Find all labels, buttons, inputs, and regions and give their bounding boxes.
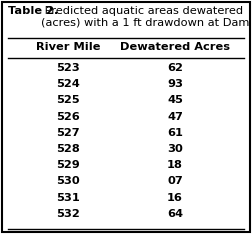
- Text: Dewatered Acres: Dewatered Acres: [120, 42, 230, 52]
- Text: 525: 525: [56, 95, 80, 105]
- Text: 62: 62: [167, 63, 183, 73]
- Text: 47: 47: [167, 112, 183, 122]
- Text: 45: 45: [167, 95, 183, 105]
- Text: Table 2.: Table 2.: [8, 6, 58, 16]
- Text: 523: 523: [56, 63, 80, 73]
- Text: 524: 524: [56, 79, 80, 89]
- Text: 529: 529: [56, 160, 80, 170]
- Text: 18: 18: [167, 160, 183, 170]
- Text: 64: 64: [167, 209, 183, 219]
- Text: 527: 527: [56, 128, 80, 138]
- Text: 93: 93: [167, 79, 183, 89]
- Text: 526: 526: [56, 112, 80, 122]
- Text: 528: 528: [56, 144, 80, 154]
- Text: 16: 16: [167, 193, 183, 203]
- Text: 532: 532: [56, 209, 80, 219]
- Text: 07: 07: [167, 176, 183, 186]
- Text: Predicted aquatic areas dewatered
(acres) with a 1 ft drawdown at Dam 13.: Predicted aquatic areas dewatered (acres…: [41, 6, 252, 28]
- Text: 61: 61: [167, 128, 183, 138]
- Text: River Mile: River Mile: [36, 42, 100, 52]
- Text: 530: 530: [56, 176, 80, 186]
- Text: 30: 30: [167, 144, 183, 154]
- Text: 531: 531: [56, 193, 80, 203]
